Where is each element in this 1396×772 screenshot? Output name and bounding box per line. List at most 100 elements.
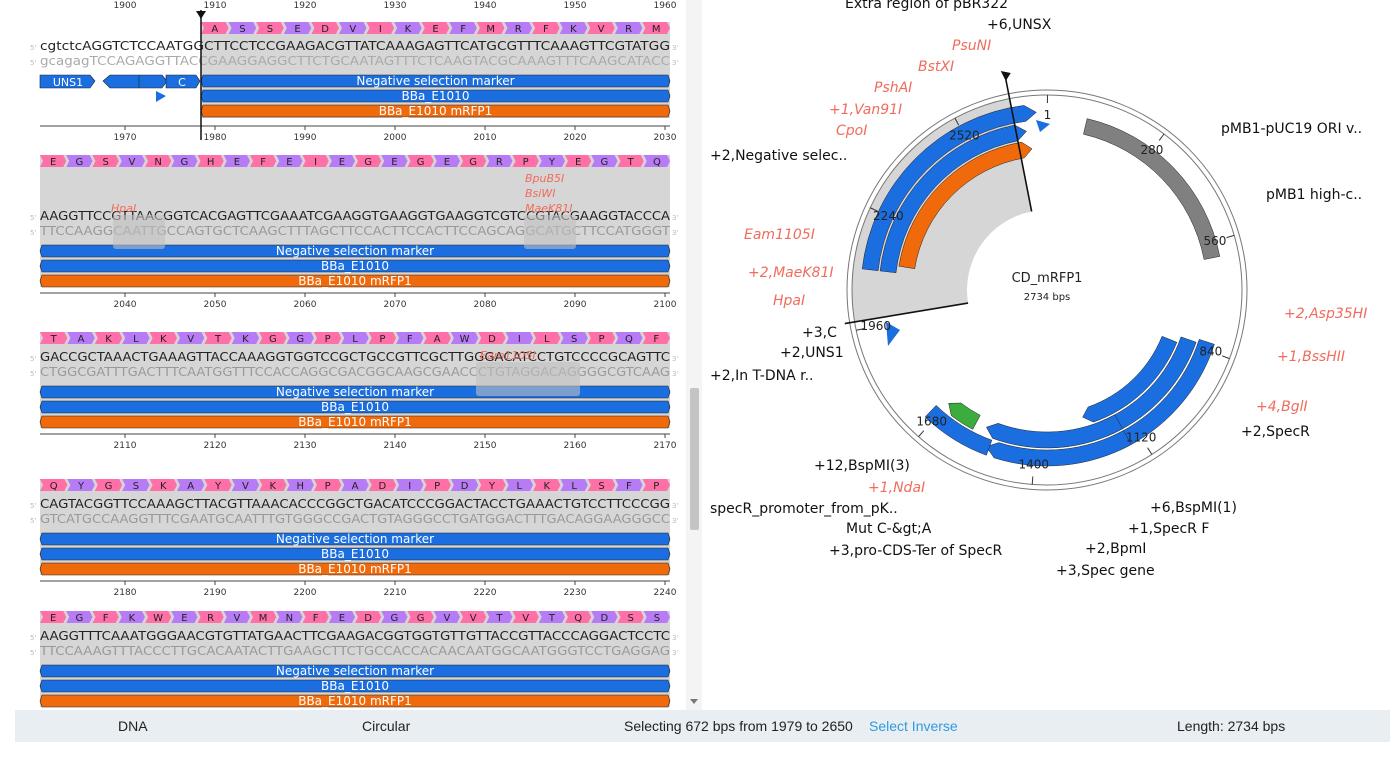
amino-acid[interactable]	[40, 332, 68, 344]
amino-acid[interactable]	[40, 155, 67, 167]
amino-acid[interactable]	[381, 155, 408, 167]
amino-acid[interactable]	[366, 22, 395, 34]
ori-arc[interactable]	[1083, 118, 1221, 260]
map-label-8[interactable]: Eam1105I	[744, 227, 815, 243]
amino-acid[interactable]	[407, 155, 434, 167]
map-label-25[interactable]: +6,BspMI(1)	[1150, 500, 1237, 516]
amino-acid[interactable]	[256, 22, 284, 34]
amino-acid[interactable]	[615, 332, 643, 344]
amino-acid[interactable]	[512, 155, 539, 167]
amino-acid[interactable]	[396, 332, 424, 344]
amino-acid[interactable]	[478, 332, 506, 344]
amino-acid[interactable]	[122, 479, 150, 491]
amino-acid[interactable]	[560, 332, 588, 344]
amino-acid[interactable]	[171, 155, 198, 167]
amino-acid[interactable]	[396, 479, 424, 491]
amino-acid[interactable]	[617, 155, 644, 167]
amino-acid[interactable]	[615, 479, 643, 491]
enzyme-site-hpai[interactable]	[113, 215, 165, 249]
amino-acid[interactable]	[311, 22, 339, 34]
amino-acid[interactable]	[118, 155, 145, 167]
selection-end-line[interactable]	[1004, 78, 1033, 212]
amino-acid[interactable]	[533, 332, 561, 344]
amino-acid[interactable]	[643, 611, 670, 623]
amino-acid[interactable]	[176, 479, 205, 491]
sequence-row-2[interactable]: E G S V N G H E F E I E G E G E G R P Y E G T Q AAGGTTCCGTTAACGG…	[30, 155, 678, 310]
amino-acid[interactable]	[283, 22, 312, 34]
amino-acid[interactable]	[368, 479, 397, 491]
map-label-13[interactable]: +2,In T-DNA r..	[710, 368, 814, 384]
amino-acid[interactable]	[505, 332, 534, 344]
amino-acid[interactable]	[118, 611, 145, 623]
amino-acid[interactable]	[421, 22, 450, 34]
amino-acid[interactable]	[355, 155, 382, 167]
map-label-23[interactable]: Mut C-&gt;A	[846, 521, 932, 537]
amino-acid[interactable]	[66, 611, 93, 623]
c-feature[interactable]	[165, 74, 201, 89]
map-label-5[interactable]: +1,Van91I	[829, 102, 902, 118]
amino-acid[interactable]	[94, 479, 123, 491]
amino-acid[interactable]	[149, 479, 177, 491]
map-label-26[interactable]: +1,SpecR F	[1128, 521, 1209, 537]
map-label-17[interactable]: +1,BssHII	[1277, 349, 1345, 365]
circular-map-viewer[interactable]: 1 280 560 840 1120 1400 1680 1960 2240 2520 CD_mRF…	[702, 0, 1396, 710]
amino-acid[interactable]	[92, 155, 119, 167]
select-inverse-link[interactable]: Select Inverse	[869, 718, 958, 734]
amino-acid[interactable]	[259, 332, 287, 344]
amino-acid[interactable]	[565, 611, 592, 623]
spec-gene-arc-2[interactable]	[986, 414, 1123, 449]
map-label-2[interactable]: PsuNI	[952, 38, 991, 54]
uns-arrow-feature[interactable]	[102, 74, 168, 89]
amino-acid[interactable]	[40, 479, 68, 491]
map-label-7[interactable]: +2,Negative selec..	[710, 148, 847, 164]
sequence-viewer[interactable]: 1900 1910 1920 1930 1940 1950 1960 A S S E D V I K E F M R…	[0, 0, 702, 710]
amino-acid[interactable]	[204, 479, 232, 491]
amino-acid[interactable]	[286, 479, 314, 491]
map-label-15[interactable]: pMB1 high-c..	[1266, 187, 1362, 203]
map-label-19[interactable]: +2,SpecR	[1241, 424, 1310, 440]
map-label-0[interactable]: Extra region of pBR322	[845, 0, 1008, 12]
uns1-feature[interactable]	[39, 74, 96, 89]
amino-acid[interactable]	[122, 332, 150, 344]
amino-acid[interactable]	[478, 479, 506, 491]
amino-acid[interactable]	[559, 22, 588, 34]
map-label-6[interactable]: CpoI	[836, 123, 867, 139]
mrfp1-feature[interactable]	[39, 415, 671, 429]
amino-acid[interactable]	[560, 479, 588, 491]
amino-acid[interactable]	[313, 479, 342, 491]
bba-e1010-feature[interactable]	[39, 400, 671, 414]
map-label-14[interactable]: pMB1-pUC19 ORI v..	[1221, 121, 1362, 137]
amino-acid[interactable]	[486, 611, 513, 623]
map-label-4[interactable]: PshAI	[874, 80, 912, 96]
amino-acid[interactable]	[223, 611, 250, 623]
map-label-28[interactable]: +3,Spec gene	[1056, 563, 1155, 579]
amino-acid[interactable]	[341, 479, 369, 491]
map-label-24[interactable]: +3,pro-CDS-Ter of SpecR	[829, 543, 1003, 559]
plasmid-map[interactable]: 1 280 560 840 1120 1400 1680 1960 2240 2520 CD_mRF…	[702, 0, 1396, 710]
amino-acid[interactable]	[587, 479, 616, 491]
amino-acid[interactable]	[368, 332, 397, 344]
amino-acid[interactable]	[587, 22, 615, 34]
negative-selection-feature[interactable]	[39, 244, 671, 258]
amino-acid[interactable]	[250, 155, 277, 167]
amino-acid[interactable]	[302, 611, 329, 623]
amino-acid[interactable]	[149, 332, 177, 344]
amino-acid[interactable]	[486, 155, 513, 167]
sequence-row-4[interactable]: Q Y G S K A Y V K H P A D I P D Y L K L S F P CAGTACGGTTCCAAAGC…	[30, 479, 678, 598]
amino-acid[interactable]	[538, 155, 565, 167]
amino-acid[interactable]	[40, 611, 67, 623]
amino-acid[interactable]	[533, 479, 561, 491]
map-label-12[interactable]: +2,UNS1	[780, 345, 844, 361]
map-label-22[interactable]: specR_promoter_from_pK..	[710, 501, 898, 517]
enzyme-label-maek81i[interactable]: MaeK81I	[525, 202, 572, 215]
amino-acid[interactable]	[512, 611, 539, 623]
amino-acid[interactable]	[67, 479, 95, 491]
amino-acid[interactable]	[66, 155, 93, 167]
amino-acid[interactable]	[276, 155, 303, 167]
specr-arc-3[interactable]	[1082, 335, 1178, 423]
negative-selection-feature[interactable]	[39, 664, 671, 678]
amino-acid[interactable]	[94, 332, 123, 344]
amino-acid[interactable]	[145, 155, 172, 167]
amino-acid[interactable]	[423, 332, 451, 344]
enzyme-site-eam1105i[interactable]	[476, 362, 580, 396]
